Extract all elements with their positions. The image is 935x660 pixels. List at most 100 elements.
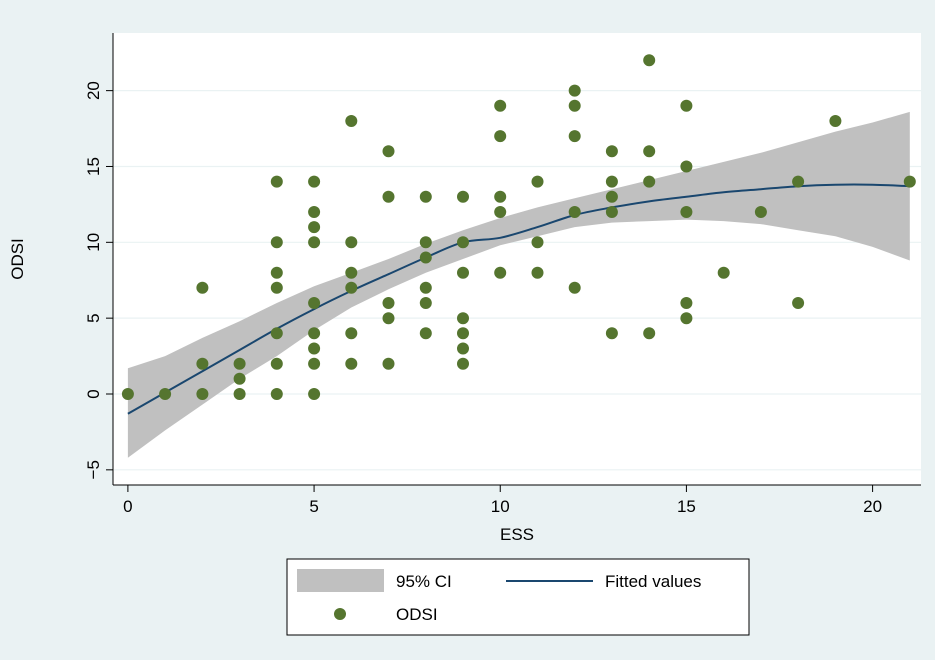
data-point [457,357,469,370]
data-point [382,145,395,158]
x-tick-label: 10 [491,497,510,516]
data-point [643,145,656,158]
data-point [308,357,321,370]
data-point [419,190,432,203]
data-point [494,190,507,203]
y-tick-labels: −5 0 5 10 15 20 [84,81,103,479]
data-point [457,266,469,279]
data-point [903,175,916,188]
x-axis-title: ESS [500,525,534,544]
data-point [233,372,246,385]
data-point [345,327,358,340]
data-point [419,251,432,264]
legend-scatter-label: ODSI [396,605,438,624]
data-point [308,206,321,218]
data-point [270,266,283,279]
data-point [419,297,432,309]
data-point [382,312,395,325]
data-point [196,357,209,370]
data-point [829,115,842,127]
data-point [792,297,805,309]
y-axis-title: ODSI [8,238,27,280]
y-tick-label: 20 [84,81,103,100]
data-point [605,327,618,340]
axes [106,33,921,492]
data-point [531,175,544,188]
legend-fit-label: Fitted values [605,572,701,591]
data-point [531,236,544,249]
legend-ci-swatch [297,569,384,592]
y-tick-label: 15 [84,157,103,176]
y-tick-label: −5 [84,460,103,479]
data-point [308,236,321,249]
data-point [568,130,581,143]
ci-band-layer [127,111,910,458]
data-point [270,175,283,188]
data-point [345,281,358,294]
data-point [605,145,618,158]
data-point [270,281,283,294]
data-point [308,221,321,234]
y-tick-label: 0 [84,389,103,398]
data-point [494,206,507,218]
data-point [121,388,134,400]
legend-scatter-marker [334,608,346,620]
legend-ci-label: 95% CI [396,572,452,591]
data-point [792,175,805,188]
data-point [680,206,693,218]
x-tick-labels: 0 5 10 15 20 [123,497,882,516]
data-point [233,388,246,400]
data-point [680,312,693,325]
data-point [345,236,358,249]
data-point [680,99,693,112]
data-point [605,175,618,188]
data-point [419,281,432,294]
data-point [494,130,507,143]
data-point [457,236,469,249]
fit-line [127,183,910,415]
data-point [308,175,321,188]
data-point [457,190,469,203]
data-point [680,160,693,173]
data-point [308,388,321,400]
data-point [270,357,283,370]
data-point [233,357,246,370]
data-point [568,84,581,97]
data-point [382,190,395,203]
data-point [568,281,581,294]
data-point [494,266,507,279]
ci-band [127,111,910,458]
x-tick-label: 15 [677,497,696,516]
data-point [568,99,581,112]
data-point [419,327,432,340]
legend: 95% CI Fitted values ODSI [286,558,750,636]
data-point [270,327,283,340]
plot-area [113,33,921,485]
y-tick-label: 5 [84,313,103,322]
data-point [568,206,581,218]
data-point [457,327,469,340]
data-point [457,312,469,325]
x-tick-label: 5 [309,497,318,516]
data-point [680,297,693,309]
fit-line-layer [127,183,910,415]
data-point [308,297,321,309]
data-point [643,327,656,340]
data-point [345,115,358,127]
data-point [345,357,358,370]
data-point [605,190,618,203]
data-point [643,54,656,67]
data-point [308,327,321,340]
data-point [382,297,395,309]
data-point [196,281,209,294]
data-point [382,357,395,370]
data-point [717,266,730,279]
data-point [754,206,767,218]
data-point [159,388,172,400]
x-tick-label: 20 [863,497,882,516]
data-point [270,236,283,249]
scatter-points [121,54,916,400]
data-point [494,99,507,112]
data-point [308,342,321,355]
